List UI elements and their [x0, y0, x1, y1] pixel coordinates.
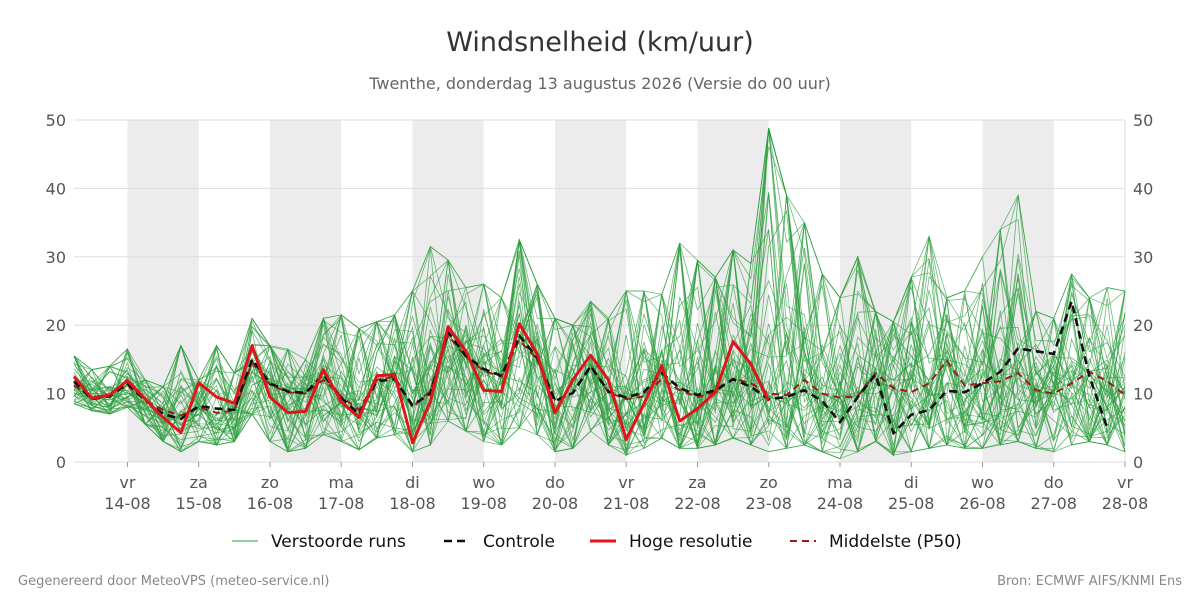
- x-tick-day-2: zo: [261, 473, 279, 492]
- y-tick-left-50: 50: [46, 111, 66, 130]
- x-tick-date-13: 27-08: [1030, 494, 1077, 513]
- chart-title: Windsnelheid (km/uur): [446, 27, 754, 58]
- x-tick-day-3: ma: [329, 473, 354, 492]
- x-tick-date-9: 23-08: [745, 494, 792, 513]
- x-tick-date-4: 18-08: [389, 494, 436, 513]
- gridlines: [74, 119, 1126, 463]
- x-tick-day-9: zo: [760, 473, 778, 492]
- legend-label-ensemble: Verstoorde runs: [271, 532, 406, 552]
- legend-label-p50: Middelste (P50): [829, 532, 962, 552]
- x-tick-date-3: 17-08: [318, 494, 365, 513]
- x-tick-date-10: 24-08: [817, 494, 864, 513]
- y-tick-right-40: 40: [1133, 179, 1153, 198]
- x-tick-day-10: ma: [827, 473, 852, 492]
- x-tick-day-7: vr: [618, 473, 634, 492]
- x-tick-date-14: 28-08: [1102, 494, 1149, 513]
- y-tick-left-10: 10: [46, 385, 66, 404]
- x-tick-day-14: vr: [1117, 473, 1133, 492]
- ensemble-run-46: [73, 341, 1126, 454]
- x-tick-day-8: za: [688, 473, 706, 492]
- y-tick-left-20: 20: [46, 316, 66, 335]
- x-axis: vr 14-08 za 15-08 zo 16-08 ma 17-08 di 18-08 wo 19-…: [104, 462, 1148, 513]
- x-tick-date-11: 25-08: [888, 494, 935, 513]
- series-controle: [73, 299, 1109, 435]
- x-tick-day-5: wo: [472, 473, 495, 492]
- ensemble-run-38: [73, 209, 1126, 453]
- x-tick-day-1: za: [190, 473, 208, 492]
- series-hoge-resolutie: [72, 322, 771, 445]
- x-tick-date-7: 21-08: [603, 494, 650, 513]
- x-tick-day-6: do: [545, 473, 565, 492]
- y-tick-left-0: 0: [56, 453, 66, 472]
- legend-label-hoge-resolutie: Hoge resolutie: [629, 532, 753, 552]
- footer-source: Bron: ECMWF AIFS/KNMI Ens: [997, 574, 1182, 589]
- x-tick-day-13: do: [1044, 473, 1064, 492]
- series-p50: [73, 334, 1126, 417]
- legend: Verstoorde runs Controle Hoge resolutie …: [232, 532, 962, 552]
- y-axis-right: 0 10 20 30 40 50: [1133, 111, 1153, 472]
- chart-subtitle: Twenthe, donderdag 13 augustus 2026 (Ver…: [368, 74, 831, 93]
- ensemble-run-48: [73, 332, 1126, 453]
- x-tick-day-12: wo: [971, 473, 994, 492]
- y-tick-left-30: 30: [46, 248, 66, 267]
- x-tick-date-1: 15-08: [175, 494, 222, 513]
- x-tick-day-0: vr: [119, 473, 135, 492]
- y-tick-right-0: 0: [1133, 453, 1143, 472]
- x-tick-date-8: 22-08: [674, 494, 721, 513]
- ensemble-run-49: [73, 283, 1126, 456]
- x-tick-date-12: 26-08: [959, 494, 1006, 513]
- ensemble-run-43: [73, 286, 1126, 454]
- ensemble-run-min: [73, 403, 1126, 460]
- main-series: [72, 299, 1126, 445]
- ensemble-run-max: [73, 128, 1126, 388]
- x-tick-date-5: 19-08: [460, 494, 507, 513]
- x-tick-date-0: 14-08: [104, 494, 151, 513]
- x-tick-date-6: 20-08: [532, 494, 579, 513]
- footer-generated-by: Gegenereerd door MeteoVPS (meteo-service…: [18, 574, 329, 589]
- y-tick-right-50: 50: [1133, 111, 1153, 130]
- y-axis-left: 0 10 20 30 40 50: [46, 111, 66, 472]
- y-tick-right-30: 30: [1133, 248, 1153, 267]
- ensemble-run-40: [73, 222, 1126, 430]
- y-tick-right-20: 20: [1133, 316, 1153, 335]
- ensemble-run-6: [73, 332, 1126, 453]
- y-tick-right-10: 10: [1133, 385, 1153, 404]
- x-tick-day-11: di: [904, 473, 919, 492]
- x-tick-date-2: 16-08: [247, 494, 294, 513]
- ensemble-run-25: [73, 299, 1126, 454]
- legend-label-controle: Controle: [483, 532, 555, 552]
- ensemble-run-28: [73, 228, 1126, 445]
- y-tick-left-40: 40: [46, 179, 66, 198]
- x-tick-day-4: di: [405, 473, 420, 492]
